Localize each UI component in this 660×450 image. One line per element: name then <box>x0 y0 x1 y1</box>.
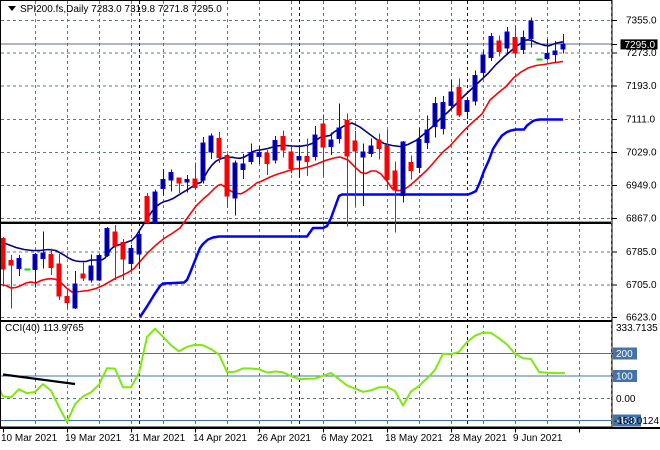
svg-text:7029.0: 7029.0 <box>626 148 657 159</box>
svg-text:19 Mar 2021: 19 Mar 2021 <box>65 433 122 444</box>
svg-text:7193.0: 7193.0 <box>626 81 657 92</box>
svg-text:10 Mar 2021: 10 Mar 2021 <box>1 433 58 444</box>
svg-text:7295.0: 7295.0 <box>625 40 656 51</box>
svg-text:7273.0: 7273.0 <box>626 48 657 59</box>
svg-text:CCI(40) 113.9765: CCI(40) 113.9765 <box>5 323 84 334</box>
svg-text:200: 200 <box>616 349 633 360</box>
svg-text:100: 100 <box>616 372 633 383</box>
svg-text:-158.0124: -158.0124 <box>614 416 659 427</box>
svg-text:-100: -100 <box>616 416 636 427</box>
svg-text:31 Mar 2021: 31 Mar 2021 <box>129 433 186 444</box>
svg-text:26 Apr 2021: 26 Apr 2021 <box>257 433 311 444</box>
svg-text:0.00: 0.00 <box>616 394 636 405</box>
svg-text:18 May 2021: 18 May 2021 <box>385 433 443 444</box>
svg-text:333.7135: 333.7135 <box>616 323 658 334</box>
svg-text:6785.0: 6785.0 <box>626 247 657 258</box>
svg-text:6623.0: 6623.0 <box>626 313 657 324</box>
svg-text:7355.0: 7355.0 <box>626 16 657 27</box>
svg-text:7111.0: 7111.0 <box>626 115 656 126</box>
svg-text:6949.0: 6949.0 <box>626 181 657 192</box>
svg-text:9 Jun 2021: 9 Jun 2021 <box>513 433 563 444</box>
svg-text:6867.0: 6867.0 <box>626 214 657 225</box>
svg-text:14 Apr 2021: 14 Apr 2021 <box>193 433 247 444</box>
svg-text:28 May 2021: 28 May 2021 <box>449 433 507 444</box>
svg-text:6 May 2021: 6 May 2021 <box>321 433 374 444</box>
svg-text:6705.0: 6705.0 <box>626 280 657 291</box>
svg-text:SPI200.fs,Daily 7283.0 7319.8: SPI200.fs,Daily 7283.0 7319.8 7271.8 729… <box>20 4 222 15</box>
